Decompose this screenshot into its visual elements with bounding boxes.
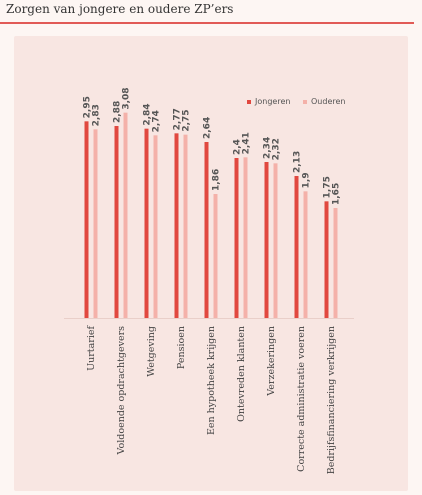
value-label-jongeren-verzekeringen: 2,34	[263, 137, 273, 159]
value-label-ouderen-pensioen: 2,75	[182, 109, 192, 131]
value-label-ouderen-wetgeving: 2,74	[152, 110, 162, 132]
value-label-ouderen-voldoende-opdrachtgevers: 3,08	[122, 87, 132, 109]
bar-ouderen-ontevreden-klanten	[243, 157, 248, 318]
value-label-ouderen-ontevreden-klanten: 2,41	[242, 132, 252, 154]
legend-swatch-ouderen	[303, 100, 307, 104]
value-label-jongeren-ontevreden-klanten: 2,4	[233, 139, 243, 155]
category-label-ontevreden-klanten: Ontevreden klanten	[236, 326, 247, 422]
value-label-ouderen-bedrijfsfinanciering-verkrijgen: 1,65	[332, 183, 342, 205]
legend-label-ouderen: Ouderen	[311, 97, 345, 106]
bar-jongeren-verzekeringen	[264, 162, 269, 318]
bar-ouderen-correcte-administratie-voeren	[303, 191, 308, 318]
chart-panel	[14, 36, 408, 491]
category-label-correcte-administratie-voeren: Correcte administratie voeren	[296, 326, 307, 472]
value-label-ouderen-verzekeringen: 2,32	[272, 138, 282, 160]
value-label-jongeren-wetgeving: 2,84	[143, 103, 153, 125]
category-label-uurtarief: Uurtarief	[86, 325, 97, 371]
bar-jongeren-uurtarief	[84, 121, 89, 318]
value-label-ouderen-correcte-administratie-voeren: 1,9	[302, 172, 312, 188]
category-label-een-hypotheek-krijgen: Een hypotheek krijgen	[206, 326, 217, 435]
bar-ouderen-pensioen	[183, 134, 188, 318]
legend-label-jongeren: Jongeren	[254, 97, 290, 106]
bar-ouderen-verzekeringen	[273, 163, 278, 318]
category-label-voldoende-opdrachtgevers: Voldoende opdrachtgevers	[116, 326, 127, 456]
title-divider	[0, 22, 414, 24]
bar-jongeren-een-hypotheek-krijgen	[204, 142, 209, 318]
bar-ouderen-voldoende-opdrachtgevers	[123, 112, 128, 319]
bar-ouderen-wetgeving	[153, 135, 158, 318]
bar-jongeren-correcte-administratie-voeren	[294, 176, 299, 318]
value-label-ouderen-uurtarief: 2,83	[92, 104, 102, 126]
category-label-verzekeringen: Verzekeringen	[266, 326, 277, 397]
chart-title: Zorgen van jongere en oudere ZP’ers	[6, 2, 234, 16]
bar-jongeren-wetgeving	[144, 128, 149, 318]
value-label-jongeren-voldoende-opdrachtgevers: 2,88	[113, 101, 123, 123]
bar-jongeren-bedrijfsfinanciering-verkrijgen	[324, 201, 329, 318]
legend-swatch-jongeren	[247, 100, 251, 104]
bar-ouderen-bedrijfsfinanciering-verkrijgen	[333, 208, 338, 318]
bar-ouderen-uurtarief	[93, 129, 98, 318]
value-label-jongeren-bedrijfsfinanciering-verkrijgen: 1,75	[323, 176, 333, 198]
category-label-pensioen: Pensioen	[176, 326, 187, 369]
value-label-jongeren-correcte-administratie-voeren: 2,13	[293, 151, 303, 173]
value-label-ouderen-een-hypotheek-krijgen: 1,86	[212, 169, 222, 191]
value-label-jongeren-een-hypotheek-krijgen: 2,64	[203, 117, 213, 139]
bar-jongeren-voldoende-opdrachtgevers	[114, 126, 119, 318]
category-label-bedrijfsfinanciering-verkrijgen: Bedrijfsfinanciering verkrijgen	[326, 326, 337, 474]
bar-ouderen-een-hypotheek-krijgen	[213, 194, 218, 318]
bar-jongeren-ontevreden-klanten	[234, 158, 239, 318]
value-label-jongeren-uurtarief: 2,95	[83, 96, 93, 118]
value-label-jongeren-pensioen: 2,77	[173, 108, 183, 130]
bar-jongeren-pensioen	[174, 133, 179, 318]
category-label-wetgeving: Wetgeving	[146, 326, 157, 377]
